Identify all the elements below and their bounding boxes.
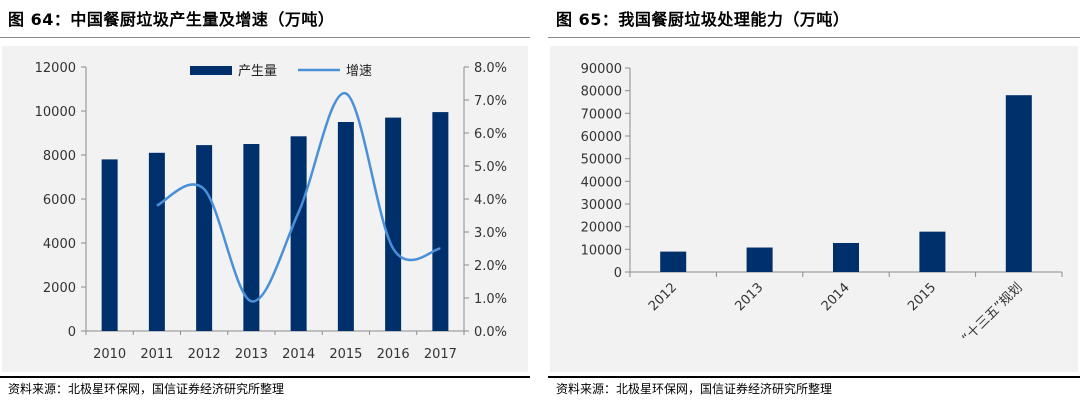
bar [746, 247, 773, 272]
x-tick-label: 2017 [424, 347, 457, 362]
y-tick-label-right: 3.0% [474, 226, 507, 241]
y-tick-label: 50000 [581, 153, 622, 168]
x-tick-label: 2012 [646, 280, 680, 314]
y-tick-label-left: 8000 [43, 149, 76, 164]
x-tick-label: 2014 [282, 347, 315, 362]
title-divider [548, 37, 1080, 38]
y-tick-label-left: 0 [68, 325, 76, 340]
bar [385, 117, 402, 331]
bar [660, 251, 687, 272]
y-tick-label: 80000 [581, 85, 622, 100]
source-divider [0, 376, 530, 378]
y-tick-label: 90000 [581, 62, 622, 77]
legend-swatch-bar [190, 66, 232, 75]
source-divider [548, 376, 1080, 378]
figure-title: 图 65：我国餐厨垃圾处理能力（万吨） [556, 10, 850, 29]
bar [337, 122, 354, 331]
y-tick-label-left: 2000 [43, 281, 76, 296]
x-tick-label: 2012 [188, 347, 221, 362]
x-tick-label: 2015 [329, 347, 362, 362]
production-growth-chart: 0 2000 4000 6000 8000 10000 12000 0.0% 1.0% 2.0% 3… [35, 61, 507, 362]
bar [1005, 95, 1032, 272]
y-tick-label-right: 0.0% [474, 325, 507, 340]
legend-label: 产生量 [238, 64, 277, 79]
x-tick-label: 2016 [377, 347, 410, 362]
bar [290, 136, 307, 331]
figure-65: 图 65：我国餐厨垃圾处理能力（万吨） 0 10000 20000 30000 4000… [548, 0, 1080, 400]
y-tick-label-right: 8.0% [474, 61, 507, 76]
y-tick-label: 10000 [581, 243, 622, 258]
y-tick-label-right: 6.0% [474, 127, 507, 142]
x-tick-label: 2015 [905, 280, 939, 314]
y-tick-label: 0 [614, 266, 622, 281]
bar [432, 112, 449, 331]
bar [196, 145, 213, 331]
source-note: 资料来源：北极星环保网，国信证券经济研究所整理 [8, 382, 285, 396]
y-tick-label-right: 5.0% [474, 160, 507, 175]
y-tick-label-right: 7.0% [474, 94, 507, 109]
y-tick-label-right: 2.0% [474, 259, 507, 274]
x-tick-label: 2014 [819, 280, 853, 314]
chart-area: 0 2000 4000 6000 8000 10000 12000 0.0% 1.0% 2.0% 3… [2, 46, 528, 372]
bar [243, 144, 260, 331]
y-tick-label: 30000 [581, 198, 622, 213]
y-tick-label: 20000 [581, 221, 622, 236]
y-tick-label-left: 6000 [43, 193, 76, 208]
y-tick-label: 70000 [581, 107, 622, 122]
x-tick-label: 2013 [235, 347, 268, 362]
y-tick-label-right: 1.0% [474, 292, 507, 307]
bar [101, 159, 118, 331]
title-divider [0, 37, 530, 38]
chart-area: 0 10000 20000 30000 40000 50000 60000 70000 8000… [550, 46, 1078, 372]
y-tick-label-left: 12000 [35, 61, 76, 76]
x-tick-label: “十三五”规划 [960, 280, 1026, 346]
y-tick-label: 60000 [581, 130, 622, 145]
legend-label: 增速 [346, 64, 372, 79]
bar [833, 242, 859, 272]
bar [919, 231, 946, 272]
x-tick-label: 2011 [140, 347, 173, 362]
figure-title: 图 64：中国餐厨垃圾产生量及增速（万吨） [8, 10, 335, 29]
x-tick-label: 2010 [93, 347, 126, 362]
y-tick-label-left: 10000 [35, 105, 76, 120]
figure-64: 图 64：中国餐厨垃圾产生量及增速（万吨） 0 2000 4000 6000 8000 1… [0, 0, 530, 400]
capacity-chart: 0 10000 20000 30000 40000 50000 60000 70000 8000… [581, 62, 1063, 346]
y-tick-label-right: 4.0% [474, 193, 507, 208]
source-note: 资料来源：北极星环保网，国信证券经济研究所整理 [556, 382, 833, 396]
series-line [156, 92, 441, 303]
bar [148, 152, 165, 331]
x-tick-label: 2013 [732, 280, 766, 314]
y-tick-label-left: 4000 [43, 237, 76, 252]
y-tick-label: 40000 [581, 175, 622, 190]
